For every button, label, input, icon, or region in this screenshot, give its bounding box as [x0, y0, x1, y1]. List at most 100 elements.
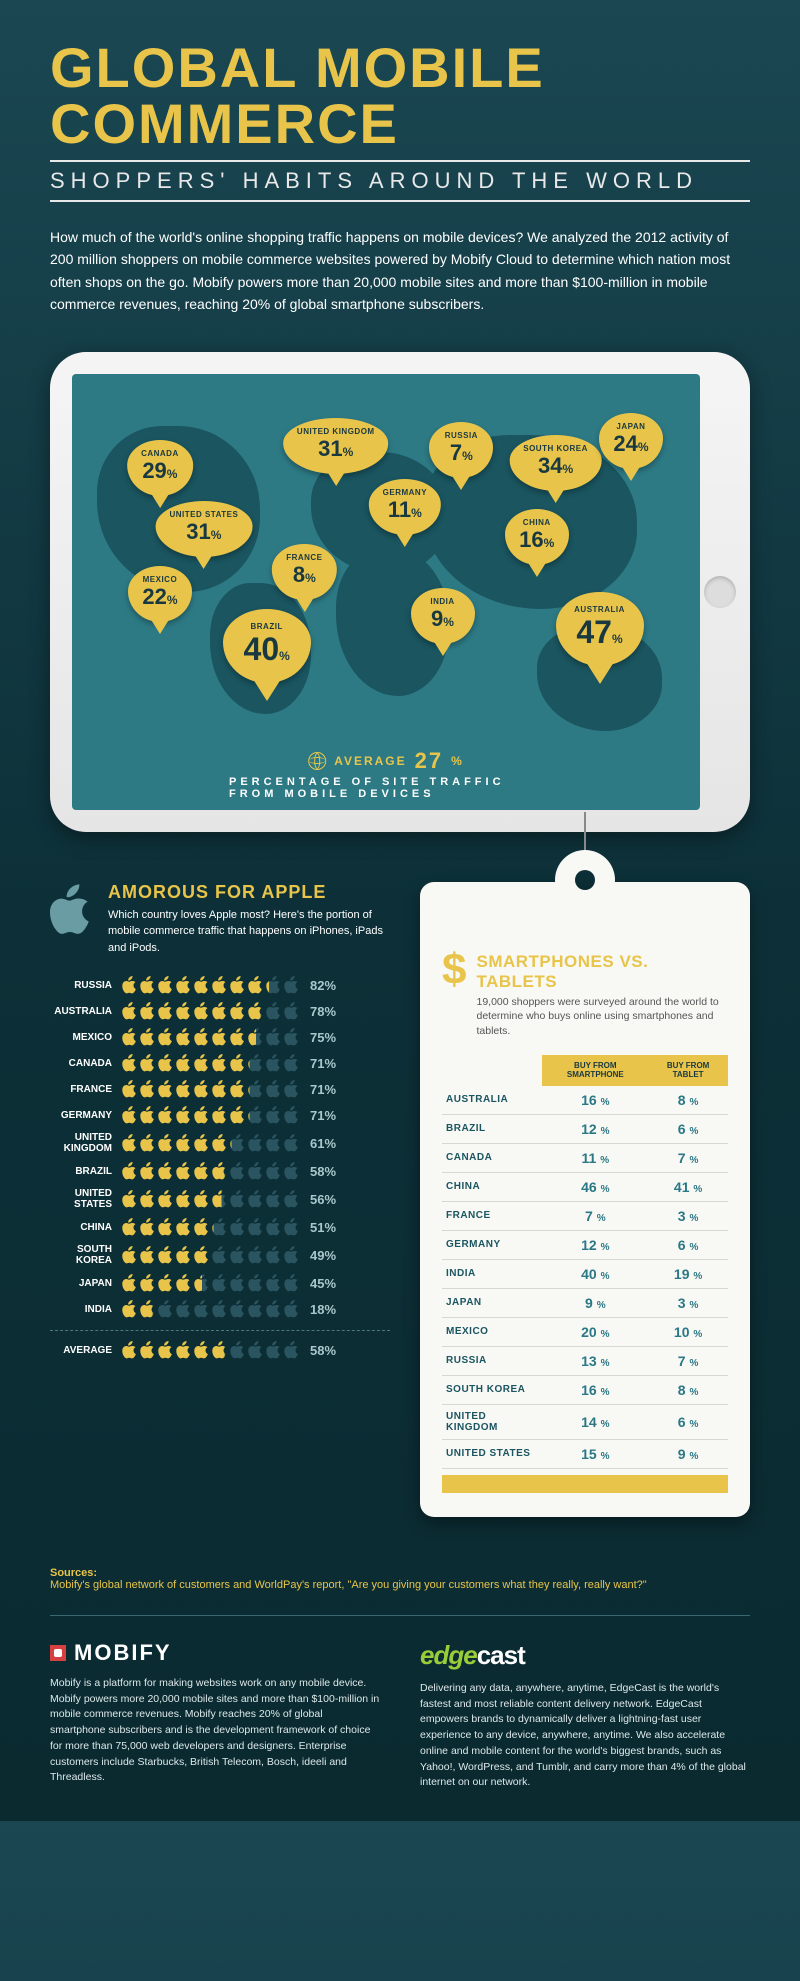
apple-country: FRANCE: [50, 1084, 122, 1095]
pin-country: AUSTRALIA: [574, 606, 626, 614]
sources-label: Sources:: [50, 1567, 97, 1579]
apple-icon: [212, 1246, 228, 1264]
apple-icon: [248, 1106, 264, 1124]
pin-country: SOUTH KOREA: [523, 445, 588, 453]
footer: MOBIFY Mobify is a platform for making w…: [50, 1640, 750, 1791]
apple-icon: [248, 1300, 264, 1318]
apple-icon: [230, 1218, 246, 1236]
apple-icon: [284, 976, 300, 994]
apple-icon: [122, 1028, 138, 1046]
map-pin: AUSTRALIA47%: [556, 592, 644, 666]
apple-icon: [284, 1246, 300, 1264]
globe-icon: [308, 752, 326, 770]
pin-value: 7%: [443, 442, 479, 464]
svt-tablet: 6 %: [648, 1230, 728, 1259]
apple-icon: [176, 1341, 192, 1359]
svt-country: SOUTH KOREA: [442, 1375, 542, 1404]
apple-icon: [266, 1218, 282, 1236]
svt-tablet: 6 %: [648, 1114, 728, 1143]
apple-icon: [194, 1341, 210, 1359]
apple-icon: [248, 1246, 264, 1264]
apple-pct: 45%: [310, 1276, 336, 1291]
svt-tablet: 10 %: [648, 1317, 728, 1346]
apple-pct: 82%: [310, 978, 336, 993]
svt-phone: 15 %: [542, 1439, 648, 1468]
apple-icon: [194, 1246, 210, 1264]
apple-icon: [176, 1134, 192, 1152]
apple-country: INDIA: [50, 1304, 122, 1315]
pin-country: INDIA: [425, 598, 461, 606]
apple-icon: [122, 1054, 138, 1072]
svt-country: CANADA: [442, 1143, 542, 1172]
apple-icon: [266, 1341, 282, 1359]
apple-pct: 71%: [310, 1108, 336, 1123]
apple-icon: [194, 1134, 210, 1152]
pin-value: 34%: [523, 455, 588, 477]
svt-phone: 16 %: [542, 1086, 648, 1115]
pin-country: GERMANY: [383, 489, 427, 497]
svt-row: UNITED KINGDOM14 %6 %: [442, 1404, 728, 1439]
apple-section: AMOROUS FOR APPLE Which country loves Ap…: [50, 882, 390, 1368]
tablet-frame: CANADA29%UNITED STATES31%MEXICO22%BRAZIL…: [50, 352, 750, 832]
svt-row: UNITED STATES15 %9 %: [442, 1439, 728, 1468]
svt-phone: 12 %: [542, 1230, 648, 1259]
apple-icon: [194, 1028, 210, 1046]
apple-country: CHINA: [50, 1222, 122, 1233]
apple-country: JAPAN: [50, 1278, 122, 1289]
apple-icon: [230, 1274, 246, 1292]
svt-tablet: 8 %: [648, 1375, 728, 1404]
apple-icon: [194, 1002, 210, 1020]
apple-pct: 75%: [310, 1030, 336, 1045]
map-pin: UNITED KINGDOM31%: [283, 418, 389, 474]
apple-pct: 78%: [310, 1004, 336, 1019]
pin-country: RUSSIA: [443, 432, 479, 440]
svt-row: INDIA40 %19 %: [442, 1259, 728, 1288]
apple-icon: [158, 1028, 174, 1046]
apple-country: UNITED KINGDOM: [50, 1132, 122, 1154]
apple-icon: [140, 1106, 156, 1124]
svt-row: FRANCE7 %3 %: [442, 1201, 728, 1230]
apple-row: UNITED STATES56%: [50, 1188, 390, 1210]
apple-title: AMOROUS FOR APPLE: [108, 882, 390, 903]
apple-icon: [140, 1162, 156, 1180]
pin-value: 9%: [425, 608, 461, 630]
apple-icon: [248, 1341, 264, 1359]
svt-tablet: 3 %: [648, 1201, 728, 1230]
apple-icon: [284, 1134, 300, 1152]
svt-phone: 20 %: [542, 1317, 648, 1346]
apple-icon: [140, 1028, 156, 1046]
svt-tablet: 8 %: [648, 1086, 728, 1115]
apple-icon: [230, 1341, 246, 1359]
apple-icon: [158, 1162, 174, 1180]
svt-country: MEXICO: [442, 1317, 542, 1346]
svt-country: AUSTRALIA: [442, 1086, 542, 1115]
apple-pct: 56%: [310, 1192, 336, 1207]
apple-row: AVERAGE58%: [50, 1341, 390, 1359]
svt-phone: 9 %: [542, 1288, 648, 1317]
svt-tablet: 6 %: [648, 1404, 728, 1439]
dollar-icon: $: [442, 952, 466, 1039]
svt-tablet: 19 %: [648, 1259, 728, 1288]
apple-icon: [176, 1054, 192, 1072]
apple-icon: [248, 1218, 264, 1236]
svt-phone: 46 %: [542, 1172, 648, 1201]
apple-icon: [230, 1300, 246, 1318]
pin-country: MEXICO: [142, 576, 178, 584]
apple-icon: [194, 1190, 210, 1208]
map-average: AVERAGE 27%: [308, 748, 464, 774]
apple-icon: [176, 1190, 192, 1208]
apple-icon: [248, 1080, 264, 1098]
apple-icon: [266, 1054, 282, 1072]
apple-pct: 51%: [310, 1220, 336, 1235]
apple-icon: [212, 1218, 228, 1236]
apple-icon: [248, 1134, 264, 1152]
apple-icon: [140, 1054, 156, 1072]
apple-icon: [248, 1190, 264, 1208]
apple-icon: [266, 1028, 282, 1046]
apple-icon: [194, 1080, 210, 1098]
svt-country: GERMANY: [442, 1230, 542, 1259]
map-average-value: 27: [415, 748, 443, 774]
apple-icon: [194, 1054, 210, 1072]
apple-icon: [230, 1190, 246, 1208]
apple-icon: [230, 1246, 246, 1264]
